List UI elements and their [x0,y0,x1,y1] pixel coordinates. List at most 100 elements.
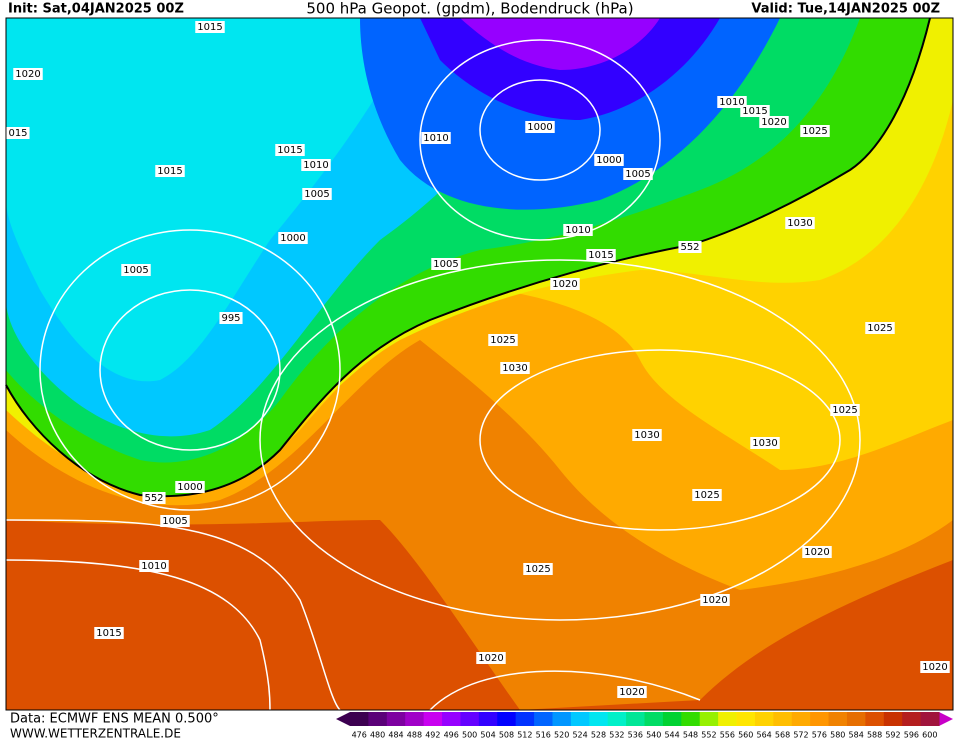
isobar-label: 1005 [623,168,653,180]
colorbar-label: 476 [352,731,367,740]
isobar [479,79,601,181]
map-frame [5,17,954,711]
colorbar-swatch [497,712,517,726]
isobar-label: 1015 [740,105,770,117]
colorbar-arrow-low [336,712,350,726]
isobar-label-box [219,312,243,324]
isobar-label-text: 1015 [588,250,613,261]
isobar-label-box [920,661,950,673]
colorbar-label: 504 [480,731,495,740]
colorbar-label: 576 [812,731,827,740]
colorbar-label: 552 [701,731,716,740]
isobar-label: 1015 [275,144,305,156]
map [5,17,954,711]
colorbar-swatch [442,712,461,726]
colorbar-label: 588 [867,731,882,740]
colorbar-label: 540 [646,731,661,740]
colorbar-label: 492 [425,731,440,740]
colorbar-swatch [754,712,774,726]
field-light-cyan [6,18,420,382]
isobar-label-text: 1010 [565,225,590,236]
isobar-label-box [785,217,815,229]
init-time: Init: Sat,04JAN2025 00Z [8,2,184,17]
isobar [99,289,281,451]
colorbar-label: 508 [499,731,514,740]
isobar-label: 1030 [500,362,530,374]
colorbar-label: 548 [683,731,698,740]
colorbar: 476 480 484 488 492 496 500 504 508 512 516 520 524 5… [336,712,953,740]
isobar-label-box [431,258,461,270]
site-name: WWW.WETTERZENTRALE.DE [10,727,181,741]
isobar-label-text: 1030 [787,218,812,229]
isobar-label-box [717,96,747,108]
isobar-label: 1015 [155,165,185,177]
isobar-label: 1000 [525,121,555,133]
isobar-label-box [550,278,580,290]
isobar-label: 1015 [94,627,124,639]
isobar-label: 1015 [195,21,225,33]
isobar-label-box [700,594,730,606]
colorbar-label: 560 [738,731,753,740]
isobar-label: 1005 [121,264,151,276]
isobar [5,519,341,711]
isobar-label-box [94,627,124,639]
colorbar-label: 572 [793,731,808,740]
isobar-label-box [563,224,593,236]
isobar-label-box [830,404,860,416]
colorbar-swatch [846,712,866,726]
isobar-label-text: 1005 [162,516,187,527]
isobar-label-text: 1020 [702,595,727,606]
isobar-label-box [586,249,616,261]
isobar [39,229,341,511]
isobar-label: 1005 [160,515,190,527]
isobar-label-text: 1025 [525,564,550,575]
isobar-label: 1025 [692,489,722,501]
isobar-label-text: 1025 [490,335,515,346]
isobar-label-text: 1020 [478,653,503,664]
isobar-label: 1025 [830,404,860,416]
isobar-label-text: 1010 [719,97,744,108]
isobar-label-text: 1025 [802,126,827,137]
isobar-label: 1010 [301,159,331,171]
isobar-label: 1010 [717,96,747,108]
colorbar-label: 532 [609,731,624,740]
colorbar-swatch [534,712,553,726]
isobar-label: 1020 [550,278,580,290]
isobar-label-text: 1030 [634,430,659,441]
colorbar-label: 600 [922,731,937,740]
colorbar-label: 488 [407,731,422,740]
colorbar-swatch [865,712,885,726]
isobar-label: 1010 [139,560,169,572]
colorbar-label: 520 [554,731,569,740]
isobar-label-box [302,188,332,200]
colorbar-label: 484 [388,731,403,740]
colorbar-swatch [552,712,572,726]
isobar-label-box [865,322,895,334]
isobar-label: 1000 [278,232,308,244]
colorbar-swatch [718,712,738,726]
isobar-label-box [525,121,555,133]
colorbar-swatch [589,712,609,726]
colorbar-swatch [386,712,406,726]
isobar-label-text: 1005 [304,189,329,200]
colorbar-swatch [902,712,922,726]
colorbar-label: 592 [885,731,900,740]
colorbar-swatch [773,712,793,726]
isobar-label-text: 1015 [197,22,222,33]
colorbar-swatch [423,712,443,726]
isobar-label-text: 1015 [96,628,121,639]
colorbar-swatch [460,712,480,726]
isobar-label-text: 1000 [280,233,305,244]
isobar-label: 1020 [617,686,647,698]
isobar-label: 1020 [476,652,506,664]
contour-552 [5,17,931,498]
isobar-label-box [488,334,518,346]
colorbar-swatch [810,712,830,726]
isobar-label: 552 [678,241,702,253]
isobar-label-box [175,481,205,493]
colorbar-label: 580 [830,731,845,740]
colorbar-label: 544 [664,731,679,740]
valid-time: Valid: Tue,14JAN2025 00Z [751,2,940,17]
isobar-label-text: 1000 [527,122,552,133]
isobar-label: 1020 [13,68,43,80]
